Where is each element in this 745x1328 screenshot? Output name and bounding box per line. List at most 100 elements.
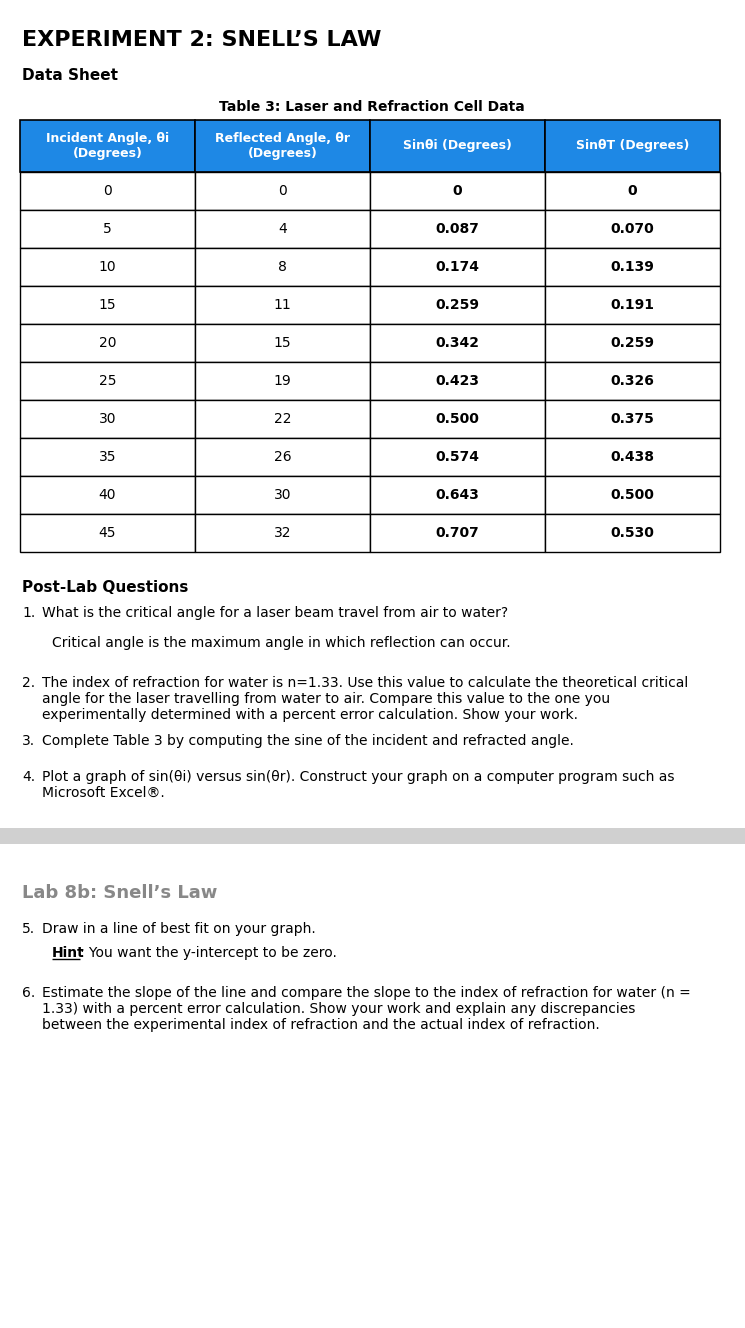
Text: 0.500: 0.500	[611, 487, 654, 502]
Text: 30: 30	[99, 412, 116, 426]
Bar	[370, 514, 545, 552]
Text: 0.342: 0.342	[436, 336, 480, 351]
Text: 25: 25	[99, 374, 116, 388]
Bar	[195, 173, 370, 210]
Text: 20: 20	[99, 336, 116, 351]
Bar	[370, 324, 545, 363]
Text: 40: 40	[99, 487, 116, 502]
Text: 45: 45	[99, 526, 116, 540]
Text: : You want the y-intercept to be zero.: : You want the y-intercept to be zero.	[80, 946, 337, 960]
Bar	[20, 400, 195, 438]
Bar	[370, 438, 545, 475]
Text: Plot a graph of sin(θi) versus sin(θr). Construct your graph on a computer progr: Plot a graph of sin(θi) versus sin(θr). …	[42, 770, 674, 801]
Bar	[195, 400, 370, 438]
Bar	[545, 363, 720, 400]
Text: Hint: Hint	[52, 946, 85, 960]
Text: Reflected Angle, θr
(Degrees): Reflected Angle, θr (Degrees)	[215, 131, 350, 159]
Bar	[545, 438, 720, 475]
Bar	[370, 475, 545, 514]
Bar	[370, 210, 545, 248]
Text: 10: 10	[98, 260, 116, 274]
Text: 15: 15	[273, 336, 291, 351]
Bar	[195, 475, 370, 514]
Text: 0.087: 0.087	[436, 222, 480, 236]
Text: 0.070: 0.070	[611, 222, 654, 236]
Bar	[370, 400, 545, 438]
Text: 4.: 4.	[22, 770, 35, 784]
Text: 0.643: 0.643	[436, 487, 480, 502]
Text: 30: 30	[273, 487, 291, 502]
Text: 0.375: 0.375	[611, 412, 654, 426]
Bar	[545, 400, 720, 438]
Text: Estimate the slope of the line and compare the slope to the index of refraction : Estimate the slope of the line and compa…	[42, 985, 691, 1032]
Bar	[545, 173, 720, 210]
Text: Lab 8b: Snell’s Law: Lab 8b: Snell’s Law	[22, 884, 218, 902]
Text: 26: 26	[273, 450, 291, 463]
Bar	[545, 248, 720, 286]
Text: 0.707: 0.707	[436, 526, 479, 540]
Bar	[20, 210, 195, 248]
Text: 0.259: 0.259	[436, 297, 480, 312]
Bar	[0, 827, 745, 845]
Text: EXPERIMENT 2: SNELL’S LAW: EXPERIMENT 2: SNELL’S LAW	[22, 31, 381, 50]
Bar	[195, 438, 370, 475]
Text: Data Sheet: Data Sheet	[22, 68, 118, 82]
Bar	[20, 324, 195, 363]
Text: Draw in a line of best fit on your graph.: Draw in a line of best fit on your graph…	[42, 922, 316, 936]
Text: Post-Lab Questions: Post-Lab Questions	[22, 580, 188, 595]
Bar	[20, 438, 195, 475]
Bar	[20, 120, 195, 173]
Bar	[545, 475, 720, 514]
Text: 0.174: 0.174	[436, 260, 480, 274]
Text: 19: 19	[273, 374, 291, 388]
Text: 2.: 2.	[22, 676, 35, 691]
Bar	[370, 286, 545, 324]
Text: 11: 11	[273, 297, 291, 312]
Text: 0.326: 0.326	[611, 374, 654, 388]
Text: 5: 5	[103, 222, 112, 236]
Text: 0.139: 0.139	[611, 260, 654, 274]
Bar	[20, 514, 195, 552]
Text: Sinθi (Degrees): Sinθi (Degrees)	[403, 139, 512, 153]
Text: 0: 0	[628, 185, 637, 198]
Text: 0.500: 0.500	[436, 412, 480, 426]
Text: 0: 0	[278, 185, 287, 198]
Text: 3.: 3.	[22, 734, 35, 748]
Bar	[195, 248, 370, 286]
Bar	[20, 173, 195, 210]
Bar	[370, 173, 545, 210]
Bar	[20, 363, 195, 400]
Bar	[545, 286, 720, 324]
Text: 22: 22	[273, 412, 291, 426]
Text: 35: 35	[99, 450, 116, 463]
Bar	[545, 120, 720, 173]
Bar	[20, 286, 195, 324]
Text: 15: 15	[98, 297, 116, 312]
Text: 0: 0	[453, 185, 463, 198]
Text: 0.438: 0.438	[610, 450, 655, 463]
Bar	[545, 324, 720, 363]
Bar	[20, 248, 195, 286]
Text: 8: 8	[278, 260, 287, 274]
Text: 0.191: 0.191	[610, 297, 655, 312]
Bar	[370, 248, 545, 286]
Text: 6.: 6.	[22, 985, 35, 1000]
Bar	[195, 210, 370, 248]
Text: 0.530: 0.530	[611, 526, 654, 540]
Text: 0.574: 0.574	[436, 450, 480, 463]
Bar	[545, 210, 720, 248]
Bar	[195, 514, 370, 552]
Text: 4: 4	[278, 222, 287, 236]
Text: 32: 32	[273, 526, 291, 540]
Bar	[370, 363, 545, 400]
Text: 0: 0	[103, 185, 112, 198]
Text: Table 3: Laser and Refraction Cell Data: Table 3: Laser and Refraction Cell Data	[219, 100, 525, 114]
Bar	[20, 475, 195, 514]
Bar	[545, 514, 720, 552]
Text: What is the critical angle for a laser beam travel from air to water?: What is the critical angle for a laser b…	[42, 606, 508, 620]
Text: Incident Angle, θi
(Degrees): Incident Angle, θi (Degrees)	[46, 131, 169, 159]
Text: Critical angle is the maximum angle in which reflection can occur.: Critical angle is the maximum angle in w…	[52, 636, 510, 649]
Text: 0.423: 0.423	[436, 374, 480, 388]
Bar	[370, 120, 545, 173]
Text: Complete Table 3 by computing the sine of the incident and refracted angle.: Complete Table 3 by computing the sine o…	[42, 734, 574, 748]
